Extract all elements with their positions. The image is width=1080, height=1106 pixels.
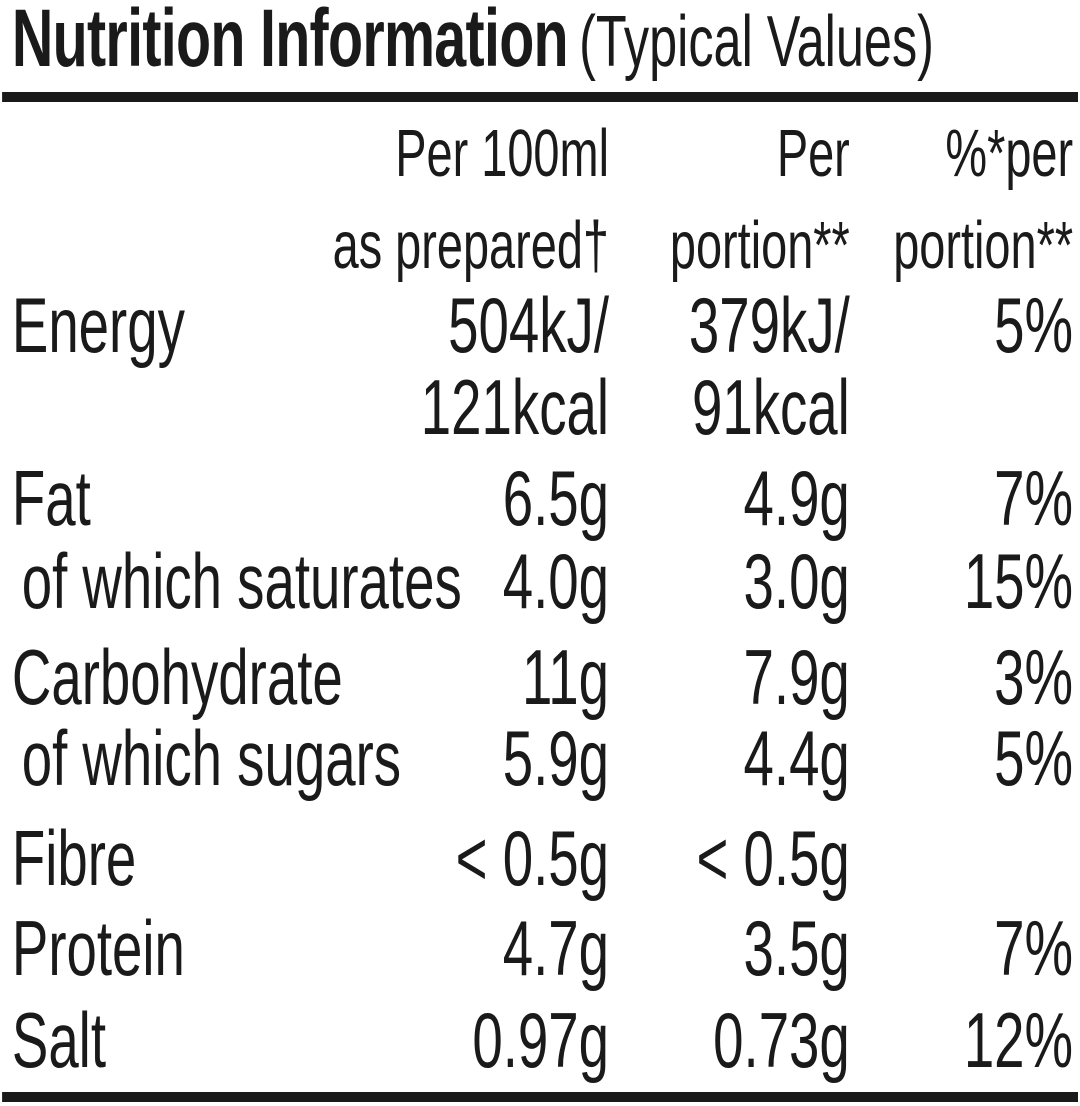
title-main: Nutrition Information <box>11 0 569 84</box>
value-percent: 5% <box>994 281 1074 369</box>
column-header-per-portion: Per portion** <box>669 116 850 283</box>
value-per-100ml: 4.7g <box>502 904 609 992</box>
value-per-100ml: 4.0g <box>502 537 609 625</box>
value-per-100ml: 11g <box>521 633 609 721</box>
row-label: of which saturates <box>21 537 462 625</box>
value-per-portion: 3.5g <box>743 904 850 992</box>
value-percent: 15% <box>963 537 1074 625</box>
value-per-portion: 4.9g <box>743 454 850 542</box>
row-label: Fat <box>11 454 91 542</box>
value-percent: 5% <box>994 714 1074 802</box>
bottom-divider <box>2 1092 1079 1102</box>
value-per-100ml: < 0.5g <box>455 814 609 902</box>
value-percent: 3% <box>994 633 1074 721</box>
row-label: Salt <box>11 996 106 1084</box>
value-per-portion: < 0.5g <box>696 814 850 902</box>
top-divider <box>2 92 1079 102</box>
value-percent: 7% <box>994 904 1074 992</box>
title-suffix: (Typical Values) <box>579 2 934 82</box>
row-label: Fibre <box>11 814 137 902</box>
value-per-portion: 0.73g <box>713 996 850 1084</box>
row-label: Energy <box>11 281 185 369</box>
value-per-100ml: 0.97g <box>472 996 609 1084</box>
value-per-100ml: 5.9g <box>502 714 609 802</box>
page-title: Nutrition Information (Typical Values) <box>12 0 934 103</box>
value-per-portion: 379kJ/ 91kcal <box>688 281 850 451</box>
value-percent: 12% <box>963 996 1074 1084</box>
column-header-per-100ml: Per 100ml as prepared† <box>332 116 609 283</box>
value-per-portion: 3.0g <box>743 537 850 625</box>
value-per-portion: 4.4g <box>743 714 850 802</box>
row-label: Protein <box>11 904 185 992</box>
value-percent: 7% <box>994 454 1074 542</box>
row-label: of which sugars <box>21 714 402 802</box>
column-header-percent-per-portion: %*per portion** <box>893 116 1074 283</box>
row-label: Carbohydrate <box>11 633 343 721</box>
value-per-100ml: 504kJ/ 121kcal <box>420 281 609 451</box>
value-per-100ml: 6.5g <box>502 454 609 542</box>
value-per-portion: 7.9g <box>743 633 850 721</box>
